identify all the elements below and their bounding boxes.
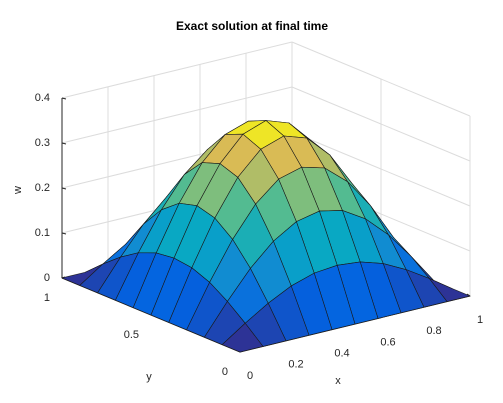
grid-line	[61, 86, 293, 144]
y-axis-label: y	[146, 371, 152, 383]
z-tick	[61, 187, 67, 190]
z-tick	[61, 232, 67, 235]
z-tick-label: 0.3	[35, 137, 50, 149]
z-tick-label: 0.2	[35, 182, 50, 194]
z-tick	[61, 97, 67, 100]
y-tick-label: 1	[44, 292, 50, 304]
chart-title: Exact solution at final time	[176, 19, 328, 33]
x-tick-label: 1	[477, 314, 483, 326]
x-tick-label: 0.6	[380, 336, 395, 348]
z-axis-label: w	[12, 186, 24, 195]
z-tick	[61, 142, 67, 145]
x-tick-label: 0.8	[426, 325, 441, 337]
grid-line	[291, 131, 471, 207]
grid-line	[61, 41, 293, 99]
y-tick-label: 0.5	[124, 329, 139, 341]
x-axis-label: x	[335, 375, 341, 387]
z-tick-label: 0.4	[35, 92, 50, 104]
y-tick-label: 0	[222, 366, 228, 378]
z-tick-label: 0	[44, 272, 50, 284]
x-tick-label: 0	[247, 370, 253, 382]
grid-line	[291, 86, 471, 162]
x-tick-label: 0.4	[334, 348, 349, 360]
z-tick-label: 0.1	[35, 227, 50, 239]
x-tick-label: 0.2	[288, 359, 303, 371]
grid-line	[291, 41, 471, 117]
surface-cell	[221, 322, 264, 353]
